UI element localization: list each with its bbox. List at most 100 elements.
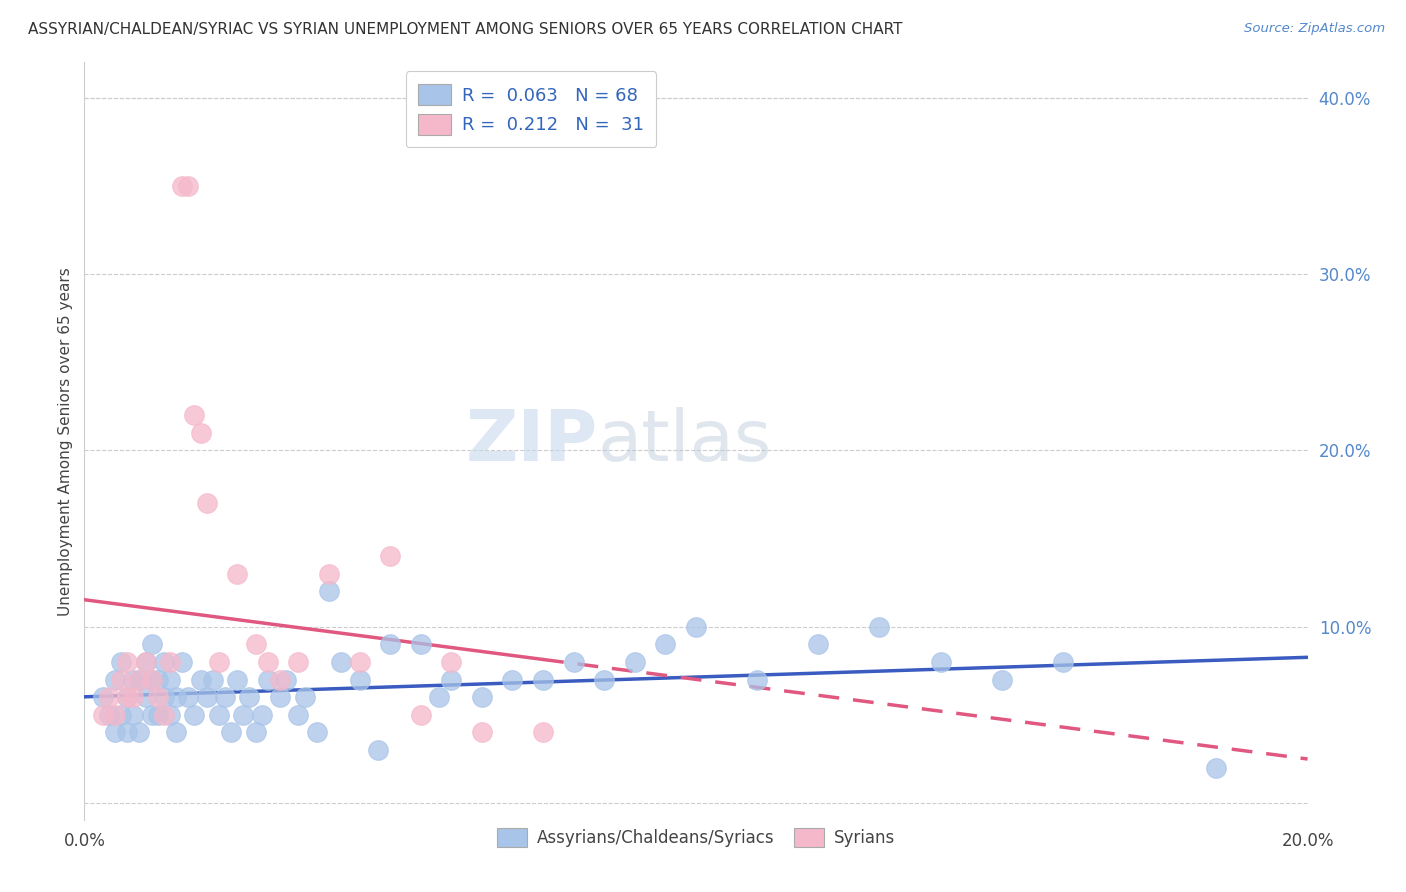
Point — [115, 655, 138, 669]
Point — [122, 707, 145, 722]
Point — [115, 725, 138, 739]
Point — [257, 655, 280, 669]
Point — [1052, 655, 1074, 669]
Point — [409, 637, 432, 651]
Point — [1205, 761, 1227, 775]
Point — [104, 725, 127, 739]
Point — [146, 707, 169, 722]
Point — [172, 655, 194, 669]
Point — [115, 690, 138, 705]
Point — [294, 690, 316, 705]
Point — [208, 707, 231, 722]
Point — [929, 655, 952, 669]
Point — [195, 690, 218, 705]
Point — [440, 673, 463, 687]
Point — [146, 690, 169, 705]
Point — [219, 725, 242, 739]
Point — [991, 673, 1014, 687]
Point — [153, 707, 176, 722]
Point — [276, 673, 298, 687]
Point — [141, 673, 163, 687]
Point — [427, 690, 450, 705]
Point — [250, 707, 273, 722]
Legend: Assyrians/Chaldeans/Syriacs, Syrians: Assyrians/Chaldeans/Syriacs, Syrians — [489, 822, 903, 854]
Point — [91, 690, 114, 705]
Point — [91, 707, 114, 722]
Point — [531, 725, 554, 739]
Point — [226, 566, 249, 581]
Point — [141, 673, 163, 687]
Point — [122, 673, 145, 687]
Point — [245, 637, 267, 651]
Point — [269, 690, 291, 705]
Point — [208, 655, 231, 669]
Point — [471, 725, 494, 739]
Point — [110, 707, 132, 722]
Point — [146, 673, 169, 687]
Point — [183, 707, 205, 722]
Point — [110, 655, 132, 669]
Point — [159, 655, 181, 669]
Text: ZIP: ZIP — [465, 407, 598, 476]
Point — [201, 673, 224, 687]
Point — [97, 707, 120, 722]
Point — [257, 673, 280, 687]
Point — [593, 673, 616, 687]
Point — [380, 637, 402, 651]
Point — [195, 496, 218, 510]
Point — [128, 725, 150, 739]
Point — [232, 707, 254, 722]
Point — [238, 690, 260, 705]
Point — [380, 549, 402, 563]
Text: atlas: atlas — [598, 407, 772, 476]
Point — [330, 655, 353, 669]
Point — [245, 725, 267, 739]
Point — [135, 655, 157, 669]
Point — [226, 673, 249, 687]
Point — [135, 690, 157, 705]
Point — [159, 673, 181, 687]
Point — [104, 673, 127, 687]
Point — [128, 673, 150, 687]
Point — [141, 707, 163, 722]
Y-axis label: Unemployment Among Seniors over 65 years: Unemployment Among Seniors over 65 years — [58, 268, 73, 615]
Point — [654, 637, 676, 651]
Point — [287, 655, 309, 669]
Point — [318, 566, 340, 581]
Point — [349, 655, 371, 669]
Point — [135, 655, 157, 669]
Point — [747, 673, 769, 687]
Point — [172, 178, 194, 193]
Point — [110, 673, 132, 687]
Point — [141, 637, 163, 651]
Point — [531, 673, 554, 687]
Point — [104, 707, 127, 722]
Point — [318, 584, 340, 599]
Point — [409, 707, 432, 722]
Point — [287, 707, 309, 722]
Point — [471, 690, 494, 705]
Point — [183, 408, 205, 422]
Point — [159, 707, 181, 722]
Point — [153, 690, 176, 705]
Point — [349, 673, 371, 687]
Point — [685, 620, 707, 634]
Point — [177, 178, 200, 193]
Point — [122, 690, 145, 705]
Point — [214, 690, 236, 705]
Text: Source: ZipAtlas.com: Source: ZipAtlas.com — [1244, 22, 1385, 36]
Point — [624, 655, 647, 669]
Point — [190, 673, 212, 687]
Point — [562, 655, 585, 669]
Point — [305, 725, 328, 739]
Point — [190, 425, 212, 440]
Point — [115, 690, 138, 705]
Point — [97, 690, 120, 705]
Point — [367, 743, 389, 757]
Text: ASSYRIAN/CHALDEAN/SYRIAC VS SYRIAN UNEMPLOYMENT AMONG SENIORS OVER 65 YEARS CORR: ASSYRIAN/CHALDEAN/SYRIAC VS SYRIAN UNEMP… — [28, 22, 903, 37]
Point — [165, 690, 187, 705]
Point — [269, 673, 291, 687]
Point — [440, 655, 463, 669]
Point — [502, 673, 524, 687]
Point — [165, 725, 187, 739]
